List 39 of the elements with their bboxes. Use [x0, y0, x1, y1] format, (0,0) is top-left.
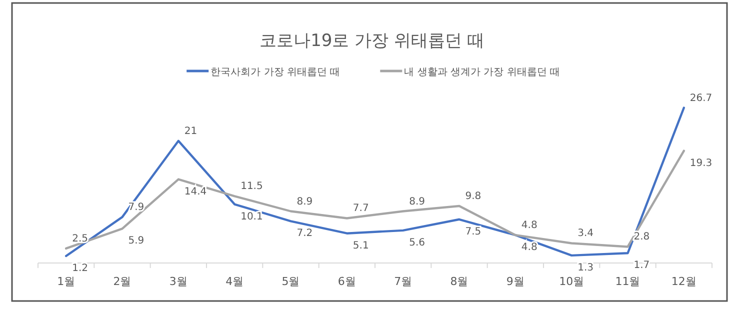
x-tick-label: 3월 [169, 275, 188, 288]
data-label: 1.2 [72, 263, 88, 274]
data-label: 7.7 [352, 203, 369, 214]
legend-label: 내 생활과 생계가 가장 위태롭던 때 [404, 67, 560, 78]
data-label: 19.3 [690, 158, 712, 169]
x-tick-label: 11월 [615, 275, 640, 288]
x-tick-label: 10월 [559, 275, 584, 288]
legend-label: 한국사회가 가장 위태롭던 때 [210, 67, 340, 78]
data-label: 2.8 [634, 232, 650, 243]
data-label: 8.9 [409, 196, 425, 208]
x-tick-label: 5월 [282, 275, 300, 288]
data-label: 5.6 [409, 237, 425, 248]
data-label: 8.9 [296, 196, 313, 208]
x-tick-label: 6월 [338, 275, 356, 288]
data-label: 7.9 [128, 202, 144, 214]
data-label: 4.8 [521, 242, 538, 254]
data-label: 1.7 [634, 260, 650, 272]
data-label: 21 [184, 126, 198, 137]
x-tick-label: 7월 [394, 275, 412, 288]
chart-title: 코로나19로 가장 위태롭던 때 [260, 31, 484, 51]
data-label: 14.4 [184, 186, 207, 198]
data-label: 11.5 [240, 181, 263, 192]
data-label: 2.5 [72, 233, 88, 244]
data-label: 5.9 [128, 236, 144, 247]
x-tick-label: 9월 [506, 275, 524, 288]
data-label: 3.4 [578, 228, 594, 240]
data-label: 1.3 [578, 262, 594, 274]
data-label: 4.8 [521, 220, 538, 232]
data-label: 7.2 [296, 228, 313, 240]
data-label: 7.5 [465, 226, 482, 238]
data-label: 10.1 [240, 211, 263, 222]
x-tick-label: 1월 [57, 275, 76, 288]
data-label: 5.1 [352, 240, 369, 252]
x-tick-label: 12월 [671, 275, 696, 288]
data-label: 9.8 [465, 191, 482, 202]
data-label: 26.7 [690, 92, 712, 104]
x-tick-label: 2월 [113, 275, 132, 288]
x-tick-label: 4월 [226, 275, 244, 288]
x-tick-label: 8월 [450, 275, 468, 288]
